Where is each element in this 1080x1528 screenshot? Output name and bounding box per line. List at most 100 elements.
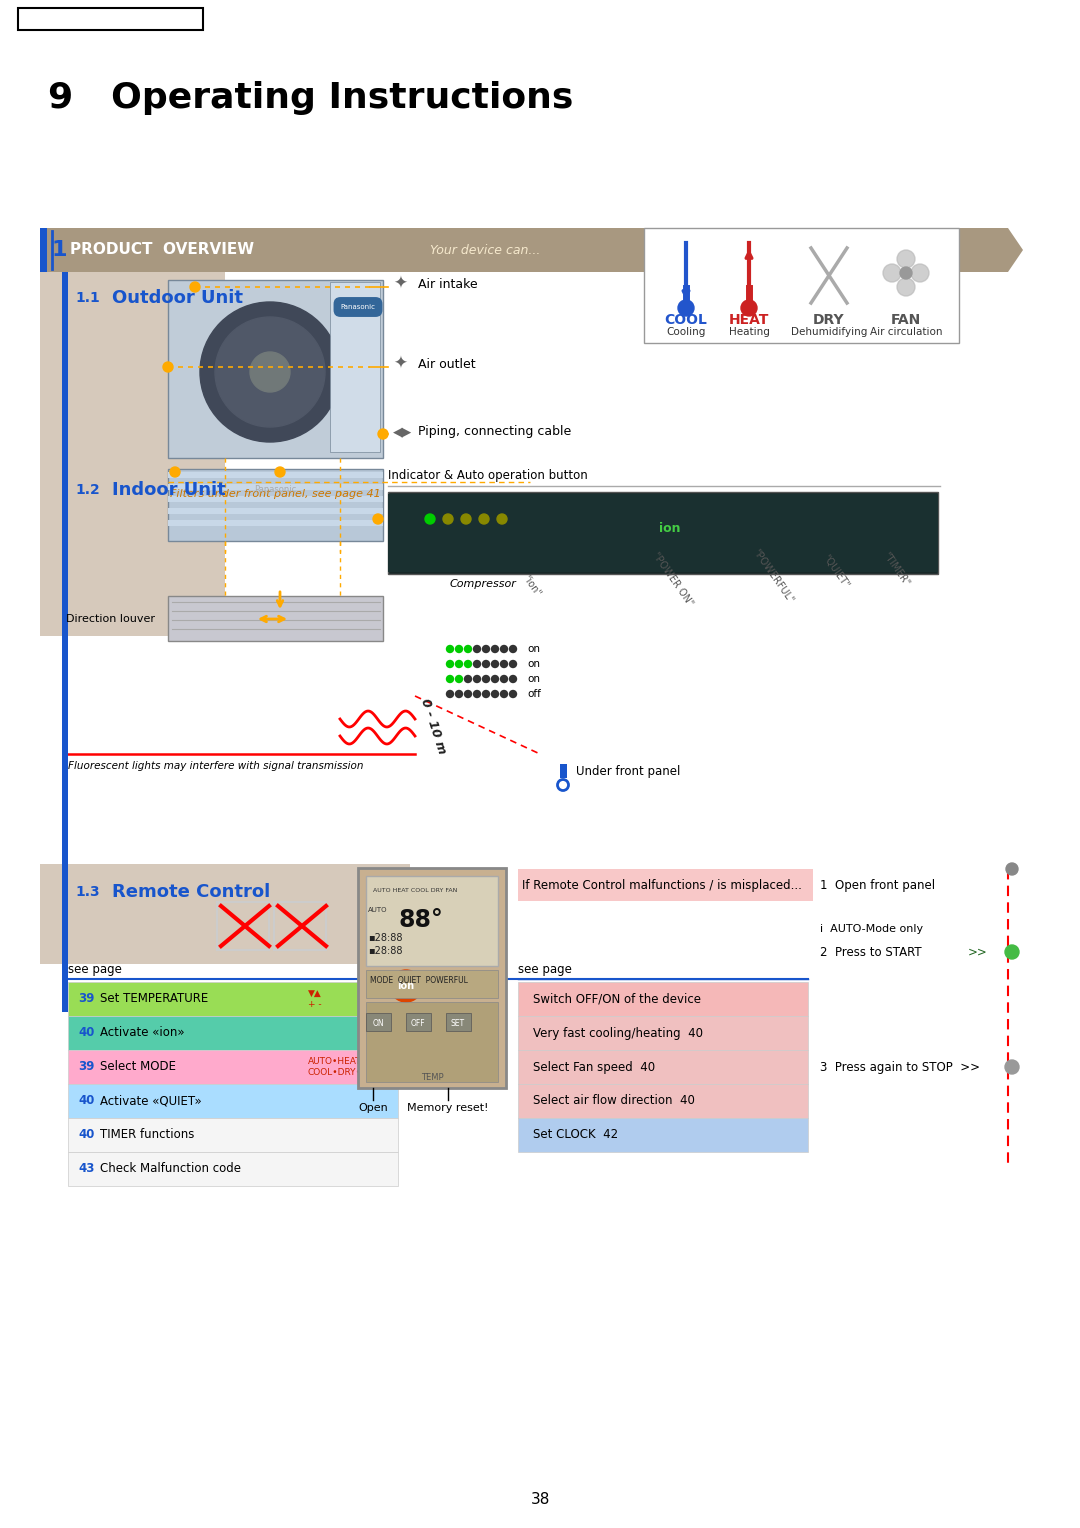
Text: on: on	[527, 659, 540, 669]
Text: 3  Press again to STOP  >>: 3 Press again to STOP >>	[820, 1060, 980, 1074]
Bar	[518, 1050, 808, 1083]
Bar	[40, 272, 225, 465]
Text: DRY: DRY	[813, 313, 845, 327]
Bar	[217, 902, 269, 950]
Bar	[168, 280, 383, 458]
Circle shape	[446, 645, 454, 652]
Text: ▪28:88: ▪28:88	[368, 946, 403, 957]
Bar	[561, 764, 567, 778]
Bar	[168, 497, 383, 503]
Bar	[357, 868, 507, 1088]
Text: MODE  QUIET  POWERFUL: MODE QUIET POWERFUL	[370, 975, 468, 984]
Circle shape	[461, 513, 471, 524]
Text: TEMP: TEMP	[421, 1074, 443, 1082]
Text: Panasonic: Panasonic	[340, 304, 376, 310]
Bar	[68, 1050, 399, 1083]
Text: Set CLOCK  42: Set CLOCK 42	[534, 1129, 618, 1141]
Circle shape	[473, 645, 481, 652]
Text: AUTO•HEAT
COOL•DRY•FAN: AUTO•HEAT COOL•DRY•FAN	[308, 1057, 379, 1077]
Text: Indoor Unit: Indoor Unit	[112, 481, 226, 500]
Text: on: on	[527, 643, 540, 654]
Circle shape	[500, 691, 508, 697]
Text: "ion": "ion"	[519, 573, 542, 599]
Text: "QUIET": "QUIET"	[820, 553, 850, 591]
Text: 1: 1	[52, 240, 67, 260]
Text: Select Fan speed  40: Select Fan speed 40	[534, 1060, 656, 1074]
Bar	[518, 1016, 808, 1050]
Circle shape	[456, 660, 462, 668]
Text: 40: 40	[78, 1129, 94, 1141]
Circle shape	[456, 675, 462, 683]
Circle shape	[1005, 863, 1018, 876]
Text: see page: see page	[68, 963, 122, 975]
Circle shape	[480, 513, 489, 524]
Text: Air outlet: Air outlet	[418, 358, 475, 370]
Bar	[68, 1016, 399, 1050]
Bar	[168, 469, 383, 541]
Text: Your device can...: Your device can...	[430, 243, 540, 257]
Bar	[18, 8, 203, 31]
Text: ion: ion	[659, 523, 680, 535]
Circle shape	[200, 303, 340, 442]
Circle shape	[491, 645, 499, 652]
Text: FAN: FAN	[891, 313, 921, 327]
Circle shape	[390, 970, 422, 1002]
Text: Activate «ion»: Activate «ion»	[100, 1027, 185, 1039]
Bar	[40, 228, 970, 272]
Text: Activate «QUIET»: Activate «QUIET»	[100, 1094, 202, 1108]
Bar	[518, 983, 808, 1016]
Text: 88°: 88°	[399, 908, 443, 932]
Polygon shape	[968, 228, 1023, 272]
Text: 2  Press to START: 2 Press to START	[820, 946, 921, 958]
Circle shape	[510, 691, 516, 697]
Text: If Remote Control malfunctions / is misplaced...: If Remote Control malfunctions / is misp…	[522, 879, 801, 891]
Circle shape	[500, 675, 508, 683]
Text: COOL: COOL	[664, 313, 707, 327]
Text: 0 - 10 m: 0 - 10 m	[418, 697, 448, 755]
Text: Cooling: Cooling	[666, 327, 705, 338]
Text: Very fast cooling/heating  40: Very fast cooling/heating 40	[534, 1027, 703, 1039]
Bar	[168, 520, 383, 526]
Circle shape	[483, 691, 489, 697]
Circle shape	[456, 691, 462, 697]
Text: Set TEMPERATURE: Set TEMPERATURE	[100, 993, 208, 1005]
Bar	[644, 228, 959, 342]
Circle shape	[510, 645, 516, 652]
Text: 9   Operating Instructions: 9 Operating Instructions	[48, 81, 573, 115]
Bar	[68, 1083, 399, 1118]
Text: 40: 40	[78, 1094, 94, 1108]
Text: Remote Control: Remote Control	[112, 883, 270, 902]
Text: OFF: OFF	[410, 1019, 426, 1027]
Text: Heating: Heating	[729, 327, 769, 338]
Circle shape	[378, 429, 388, 439]
Text: AUTO HEAT COOL DRY FAN: AUTO HEAT COOL DRY FAN	[373, 888, 457, 892]
Circle shape	[170, 468, 180, 477]
Circle shape	[373, 513, 383, 524]
Bar	[388, 492, 939, 575]
Text: >>: >>	[968, 946, 988, 958]
Text: ON: ON	[373, 1019, 383, 1027]
Text: see page: see page	[518, 963, 572, 975]
Circle shape	[464, 645, 472, 652]
Circle shape	[464, 660, 472, 668]
Text: 38: 38	[530, 1493, 550, 1508]
Text: Check Malfunction code: Check Malfunction code	[100, 1163, 241, 1175]
Circle shape	[1005, 944, 1020, 960]
Text: Piping, connecting cable: Piping, connecting cable	[418, 425, 571, 439]
Text: 39: 39	[78, 1060, 94, 1074]
Text: SET: SET	[451, 1019, 465, 1027]
Bar	[68, 1118, 399, 1152]
Text: Open: Open	[359, 1103, 388, 1112]
Bar	[366, 970, 498, 998]
Text: Switch OFF/ON of the device: Switch OFF/ON of the device	[534, 993, 701, 1005]
Circle shape	[912, 264, 929, 283]
Text: Memory reset!: Memory reset!	[407, 1103, 489, 1112]
Text: 1.3: 1.3	[75, 885, 99, 898]
Circle shape	[678, 299, 694, 316]
Text: "POWER ON": "POWER ON"	[650, 550, 694, 608]
Circle shape	[897, 278, 915, 296]
Text: Direction louver: Direction louver	[66, 614, 156, 623]
Text: Fluorescent lights may interfere with signal transmission: Fluorescent lights may interfere with si…	[68, 761, 364, 772]
Text: AUTO: AUTO	[368, 908, 388, 914]
Text: Filters under front panel, see page 41: Filters under front panel, see page 41	[170, 489, 381, 500]
